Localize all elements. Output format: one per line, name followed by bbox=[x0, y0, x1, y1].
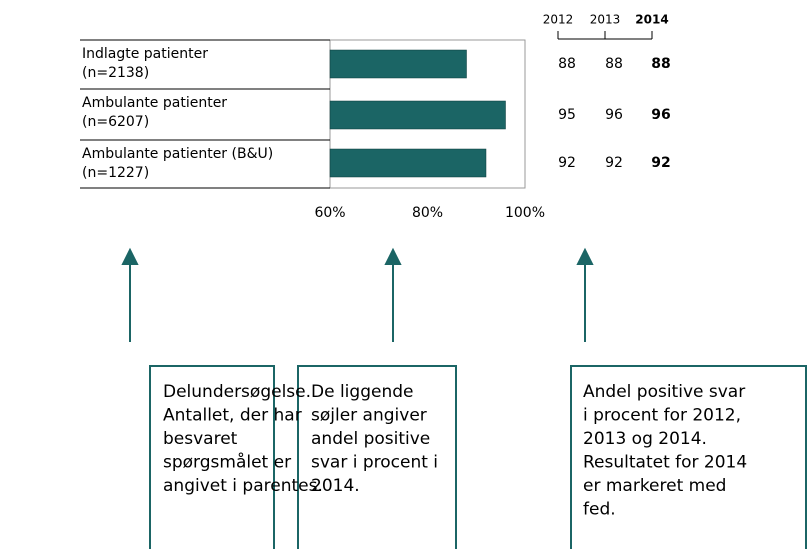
bar bbox=[329, 100, 506, 130]
annotation-text: svar i procent i bbox=[311, 453, 438, 473]
table-value: 92 bbox=[651, 155, 670, 171]
category-label: Ambulante patienter bbox=[82, 95, 227, 111]
table-value: 88 bbox=[558, 56, 576, 72]
category-label: Ambulante patienter (B&U) bbox=[82, 146, 273, 162]
annotation-box bbox=[570, 365, 807, 549]
arrows bbox=[121, 247, 594, 342]
arrow-head bbox=[121, 247, 139, 265]
annotation-text: 2013 og 2014. bbox=[583, 429, 707, 449]
annotation-boxes bbox=[149, 365, 807, 549]
arrow-head bbox=[576, 247, 594, 265]
table-value: 96 bbox=[605, 107, 623, 123]
annotation-box bbox=[297, 365, 457, 549]
annotation-text: 2014. bbox=[311, 476, 360, 496]
annotation-text: er markeret med bbox=[583, 476, 726, 496]
annotation-text: fed. bbox=[583, 500, 616, 520]
category-label: (n=1227) bbox=[82, 165, 149, 181]
year-header: 2014 bbox=[635, 13, 668, 27]
bar bbox=[329, 148, 487, 178]
annotation-text: Delundersøgelse. bbox=[163, 382, 311, 402]
table-value: 92 bbox=[558, 155, 576, 171]
annotation-text: søjler angiver bbox=[311, 406, 427, 426]
annotation-text: spørgsmålet er bbox=[163, 452, 291, 473]
category-label: (n=2138) bbox=[82, 65, 149, 81]
table-value: 92 bbox=[605, 155, 623, 171]
year-header: 2013 bbox=[590, 13, 621, 27]
year-header: 2012 bbox=[543, 13, 574, 27]
category-label: (n=6207) bbox=[82, 114, 149, 130]
annotation-box bbox=[149, 365, 275, 549]
category-label: Indlagte patienter bbox=[82, 46, 208, 62]
annotation-text: besvaret bbox=[163, 429, 238, 449]
annotation-text: Antallet, der har bbox=[163, 406, 302, 426]
table-value: 95 bbox=[558, 107, 576, 123]
x-tick-label: 80% bbox=[412, 205, 443, 221]
annotation-text: Resultatet for 2014 bbox=[583, 453, 747, 473]
annotation-text: angivet i parentes. bbox=[163, 476, 323, 496]
annotation-text: andel positive bbox=[311, 429, 430, 449]
x-tick-label: 60% bbox=[314, 205, 345, 221]
x-tick-label: 100% bbox=[505, 205, 545, 221]
table-value: 88 bbox=[651, 56, 670, 72]
annotation-text: i procent for 2012, bbox=[583, 406, 741, 426]
annotation-text: Andel positive svar bbox=[583, 382, 745, 402]
arrow-head bbox=[384, 247, 402, 265]
annotation-text: De liggende bbox=[311, 382, 413, 402]
table-value: 96 bbox=[651, 107, 670, 123]
bar bbox=[329, 49, 467, 79]
table-value: 88 bbox=[605, 56, 623, 72]
